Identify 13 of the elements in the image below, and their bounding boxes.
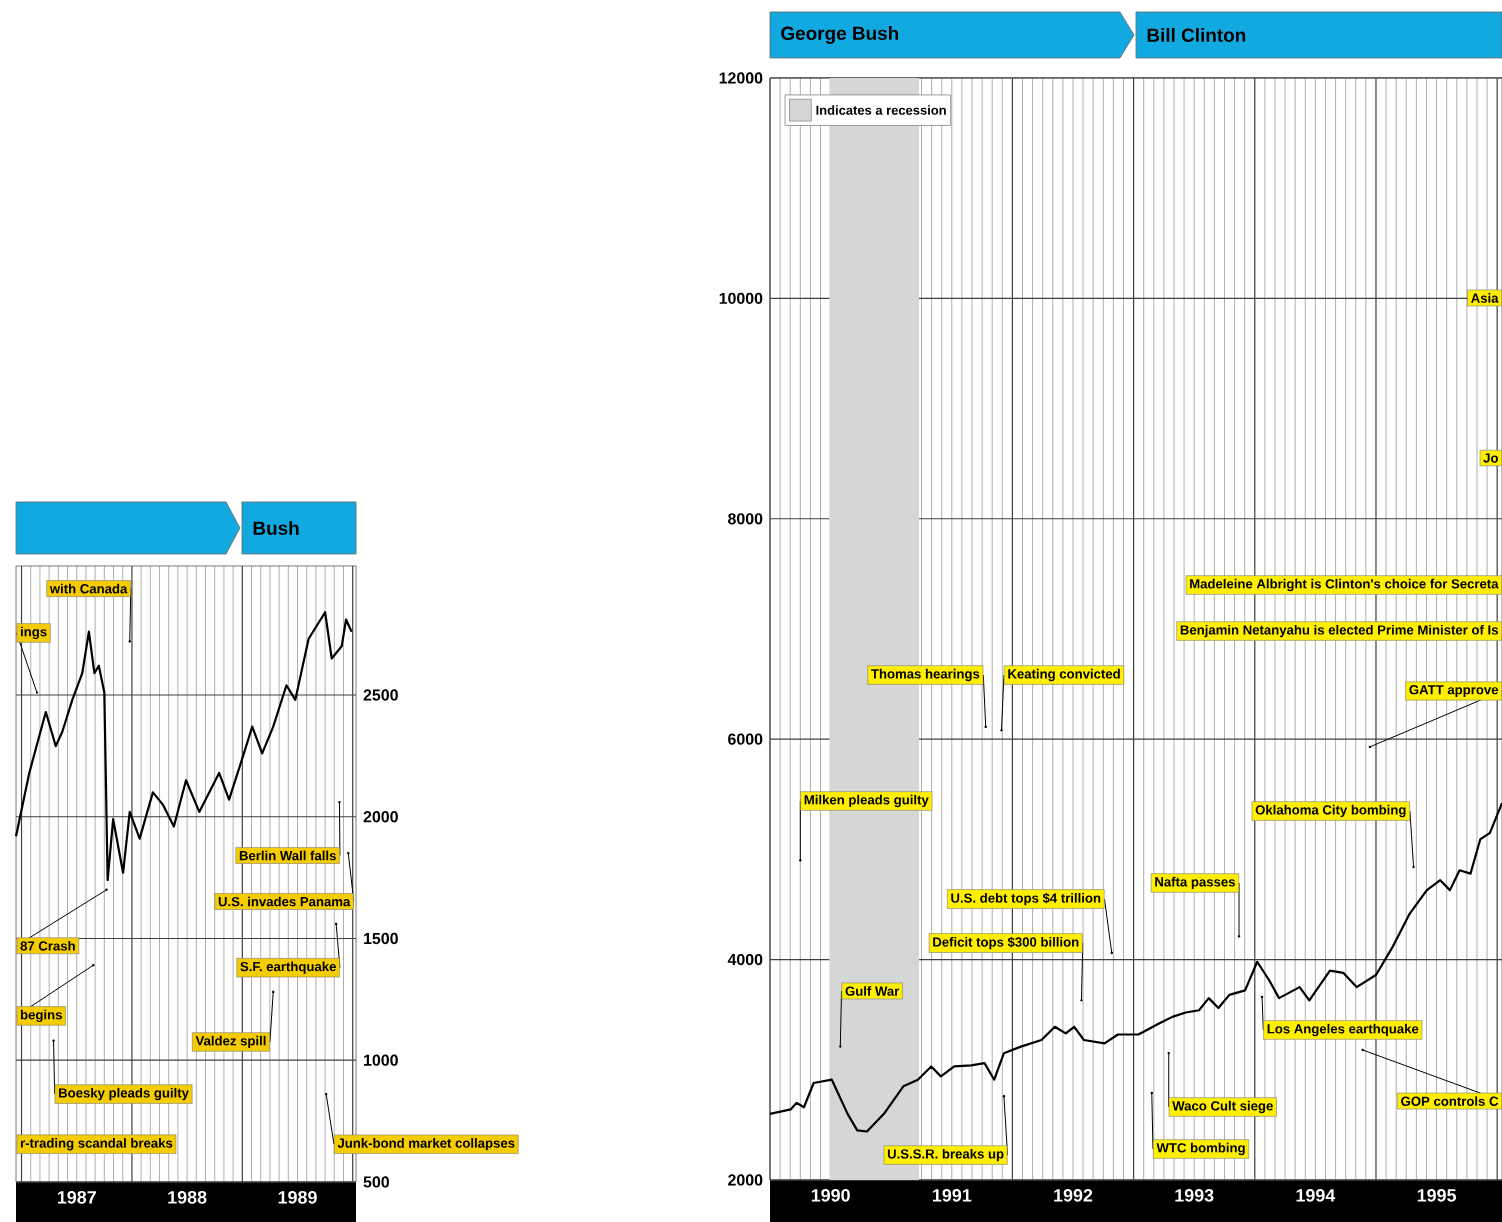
line-series (14, 611, 353, 882)
text: George Bush (781, 26, 899, 44)
x-tick-label: 1991 (932, 1189, 972, 1202)
x-tick-label: 1989 (278, 1191, 317, 1204)
x-tick-label: 1990 (811, 1189, 850, 1202)
text: Bush (253, 521, 299, 535)
x-tick-label: 1994 (1296, 1189, 1336, 1202)
x-tick-label: 1993 (1175, 1189, 1214, 1202)
x-tick-label: 1987 (57, 1191, 96, 1204)
x-tick-label: 1992 (1054, 1189, 1093, 1202)
x-tick-label: 1988 (168, 1191, 207, 1204)
text: Bill Clinton (1147, 28, 1246, 42)
x-tick-label: 1995 (1417, 1189, 1457, 1202)
